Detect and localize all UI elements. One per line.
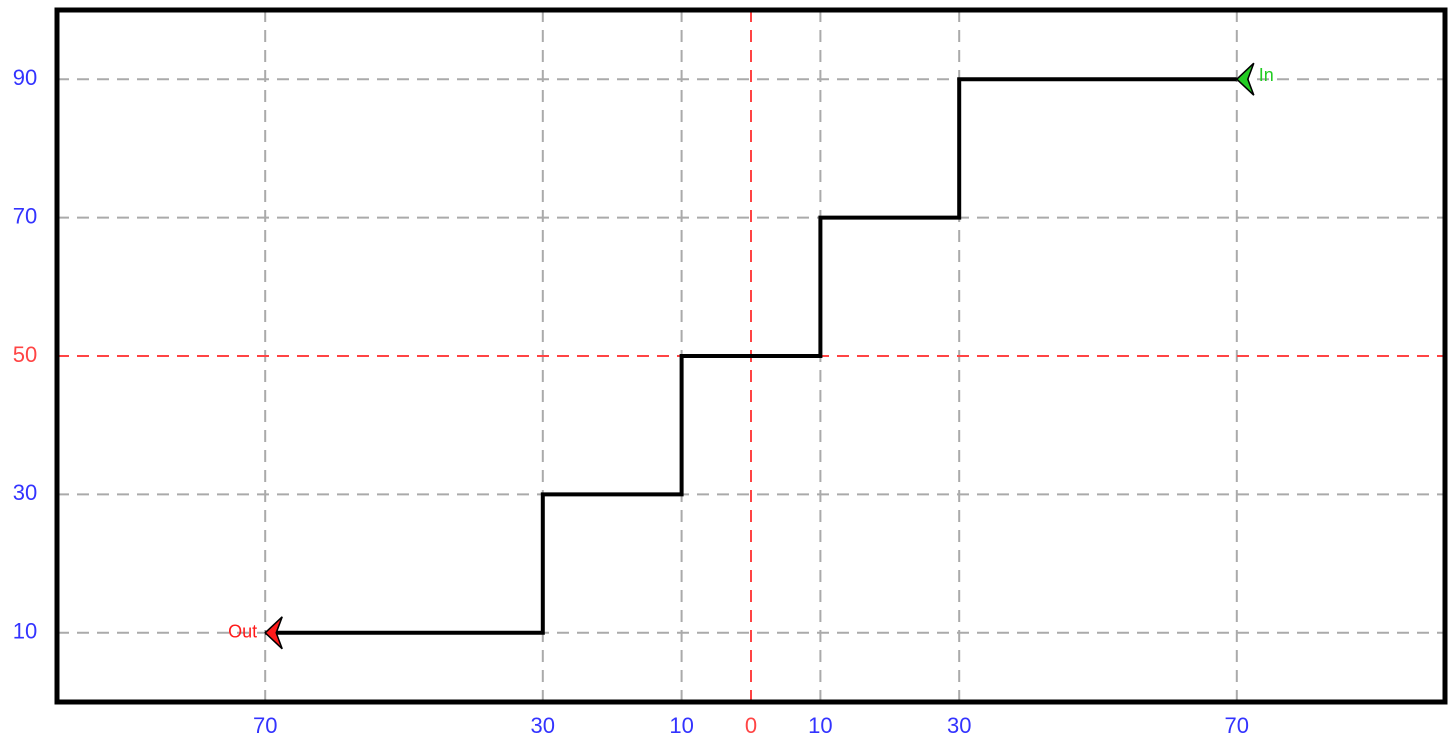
- x-tick-label: 30: [531, 713, 555, 738]
- x-tick-label: 10: [669, 713, 693, 738]
- y-tick-label: 50: [13, 342, 37, 367]
- end-marker: [264, 616, 283, 650]
- y-tick-label: 70: [13, 203, 37, 228]
- y-tick-label: 30: [13, 480, 37, 505]
- x-tick-label: 70: [1225, 713, 1249, 738]
- start-marker: [1235, 62, 1255, 96]
- plot-frame: [54, 7, 1448, 705]
- x-tick-label: 30: [947, 713, 971, 738]
- start-label: In: [1259, 65, 1274, 85]
- end-label: Out: [228, 622, 257, 642]
- step-line: [265, 77, 1237, 635]
- x-tick-label: 0: [745, 713, 757, 738]
- x-tick-label: 10: [808, 713, 832, 738]
- y-tick-label: 10: [13, 619, 37, 644]
- x-tick-label: 70: [253, 713, 277, 738]
- y-tick-label: 90: [13, 65, 37, 90]
